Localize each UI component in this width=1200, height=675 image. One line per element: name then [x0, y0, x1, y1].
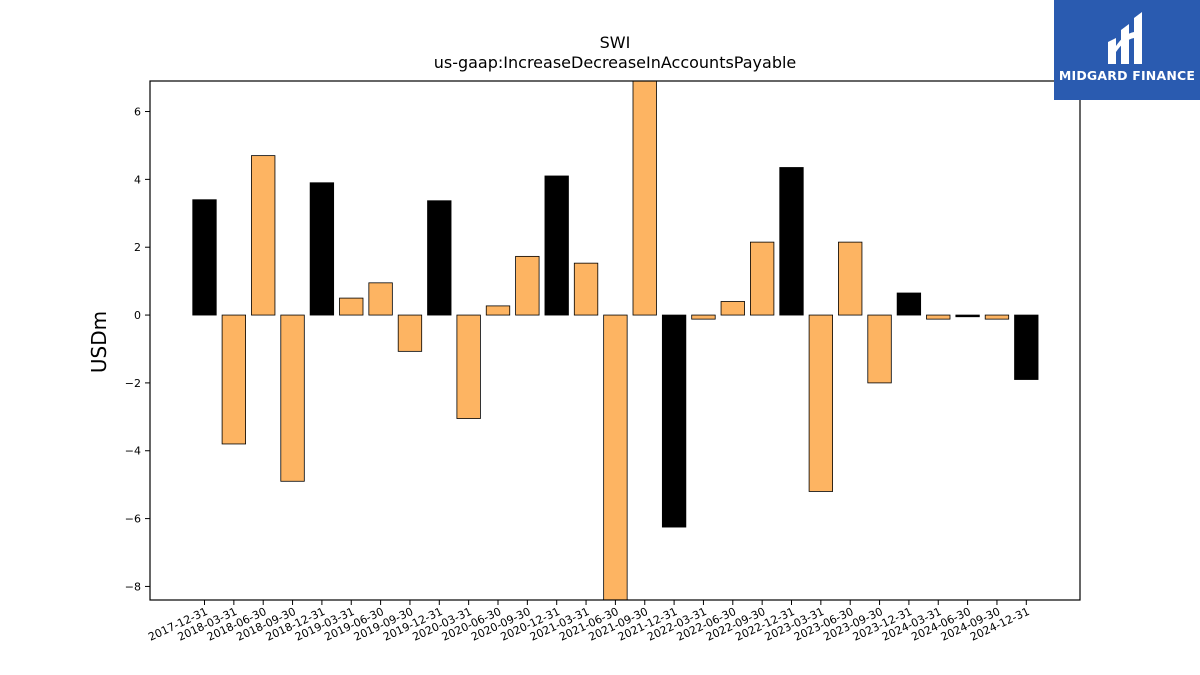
bar-2020-09-30	[515, 255, 540, 316]
bar-2023-06-30	[838, 241, 863, 316]
plot-frame	[149, 80, 1081, 601]
bar-2024-12-31	[1014, 314, 1039, 380]
bar-2018-09-30	[280, 314, 305, 482]
bar-2020-12-31	[544, 175, 569, 316]
bar-2020-06-30	[485, 305, 511, 316]
midgard-finance-logo: MIDGARD FINANCE	[1054, 0, 1200, 100]
bar-2017-12-31	[192, 199, 217, 316]
bar-2018-12-31	[309, 182, 335, 316]
bar-2019-06-30	[368, 282, 393, 316]
y-tick-label: 0	[134, 309, 141, 322]
bar-2019-03-31	[339, 297, 364, 316]
bar-2024-09-30	[984, 314, 1010, 320]
y-tick-label: 2	[134, 241, 141, 254]
bar-2021-12-31	[661, 314, 687, 528]
bar-2019-12-31	[427, 200, 452, 316]
bar-2021-03-31	[573, 262, 599, 316]
bar-2021-06-30	[603, 314, 628, 601]
bar-2018-06-30	[251, 155, 276, 316]
bar-2021-09-30	[632, 80, 657, 316]
y-tick-label: −6	[125, 513, 141, 526]
bar-2022-09-30	[750, 241, 775, 316]
chart-subtitle: us-gaap:IncreaseDecreaseInAccountsPayabl…	[434, 53, 797, 72]
y-axis-label: USDm	[87, 311, 111, 373]
bar-2023-09-30	[867, 314, 892, 384]
bar-2023-03-31	[808, 314, 833, 492]
logo-mark-icon	[1108, 12, 1142, 64]
bar-2022-12-31	[779, 167, 804, 316]
x-axis-ticks: 2017-12-312018-03-312018-06-302018-09-30…	[146, 600, 1032, 644]
bar-2022-03-31	[691, 314, 716, 320]
bar-2024-03-31	[926, 314, 951, 320]
bar-2023-12-31	[896, 292, 922, 316]
bar-2024-06-30	[955, 314, 980, 318]
bars-group	[192, 80, 1039, 601]
y-tick-label: −4	[125, 445, 141, 458]
y-tick-label: −2	[125, 377, 141, 390]
chart-title: SWI	[600, 33, 631, 52]
logo-text: MIDGARD FINANCE	[1058, 68, 1196, 83]
bar-2018-03-31	[221, 314, 247, 445]
bar-2019-09-30	[397, 314, 423, 352]
y-axis-ticks: −8 −6 −4 −2 0 2 4 6	[125, 106, 150, 593]
y-tick-label: 4	[134, 173, 141, 186]
y-tick-label: 6	[134, 106, 141, 119]
y-tick-label: −8	[125, 580, 141, 593]
bar-2020-03-31	[456, 314, 481, 419]
bar-2022-06-30	[720, 301, 745, 316]
